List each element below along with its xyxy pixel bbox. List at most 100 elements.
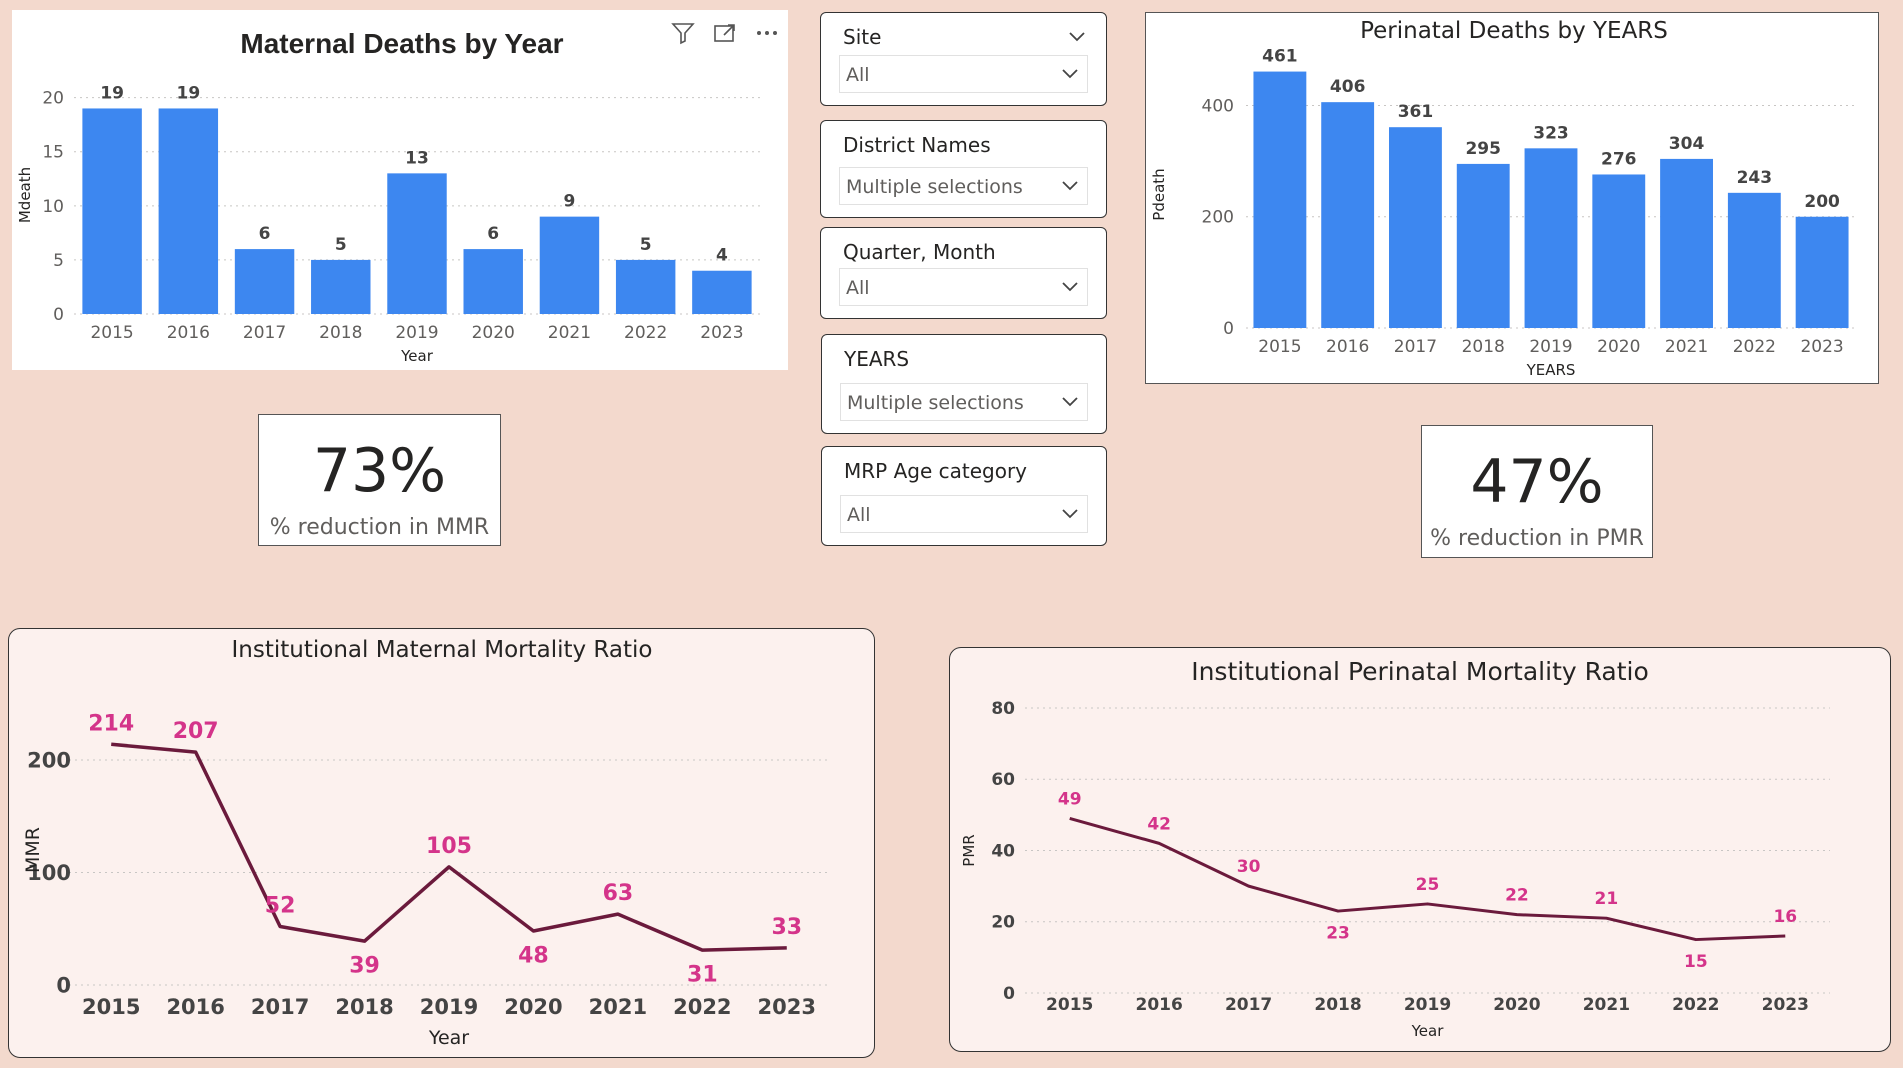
y-tick-label: 0 <box>56 973 71 997</box>
data-label: 19 <box>176 83 200 103</box>
data-label: 31 <box>687 963 718 988</box>
slicer-site-value: All <box>846 64 870 86</box>
slicer-years-value: Multiple selections <box>847 392 1024 414</box>
chart-title: Institutional Perinatal Mortality Ratio <box>1191 657 1649 686</box>
y-tick-label: 5 <box>53 251 64 271</box>
x-tick-label: 2015 <box>90 323 133 343</box>
bar <box>234 249 295 314</box>
slicer-quarter-month-value: All <box>846 277 870 299</box>
bar <box>1592 174 1646 328</box>
x-tick-label: 2019 <box>1404 995 1451 1015</box>
slicer-years-title: YEARS <box>844 347 910 371</box>
x-tick-label: 2017 <box>243 323 286 343</box>
y-axis-title: Mdeath <box>16 167 34 223</box>
maternal-deaths-chart-card: Maternal Deaths by Year 0 5 10 15 20 Year Mdeat… <box>12 10 788 370</box>
data-label: 48 <box>518 944 549 969</box>
data-label: 19 <box>100 83 124 103</box>
data-label: 42 <box>1147 814 1171 834</box>
perinatal-deaths-chart-card: Perinatal Deaths by YEARS 0 200 400 YEARS Pde… <box>1145 12 1879 384</box>
slicer-years-dropdown[interactable]: Multiple selections <box>840 383 1088 421</box>
slicer-district-names-title: District Names <box>843 133 991 157</box>
slicer-quarter-month-title: Quarter, Month <box>843 240 996 264</box>
data-label: 105 <box>426 834 472 859</box>
bar <box>1727 192 1781 328</box>
pmr-reduction-value: 47% <box>1470 447 1604 517</box>
x-tick-label: 2018 <box>335 995 393 1019</box>
data-label: 361 <box>1398 102 1434 122</box>
x-tick-label: 2017 <box>251 995 309 1019</box>
bar <box>82 108 142 314</box>
x-tick-label: 2023 <box>1800 337 1843 357</box>
x-tick-label: 2015 <box>1258 337 1301 357</box>
x-tick-label: 2020 <box>472 323 515 343</box>
x-tick-label: 2017 <box>1394 337 1437 357</box>
x-tick-label: 2018 <box>1314 995 1361 1015</box>
data-label: 4 <box>716 246 728 266</box>
y-axis-title: MMR <box>22 827 44 873</box>
focus-mode-icon[interactable] <box>712 20 738 46</box>
data-label: 15 <box>1684 952 1708 972</box>
chevron-down-icon[interactable] <box>1068 31 1086 43</box>
x-tick-label: 2021 <box>1583 995 1630 1015</box>
x-tick-label: 2020 <box>1493 995 1540 1015</box>
data-label: 6 <box>259 224 271 244</box>
pmr-reduction-card: 47% % reduction in PMR <box>1421 425 1653 558</box>
bar <box>311 259 371 314</box>
slicer-quarter-month[interactable]: Quarter, Month All <box>820 227 1107 319</box>
filter-icon[interactable] <box>670 20 696 46</box>
data-label: 25 <box>1416 875 1440 895</box>
slicer-mrp-age-category[interactable]: MRP Age category All <box>821 446 1107 546</box>
maternal-deaths-chart: Maternal Deaths by Year 0 5 10 15 20 Year Mdeat… <box>16 28 760 365</box>
slicer-site[interactable]: Site All <box>820 12 1107 106</box>
x-axis-title: Year <box>428 1027 469 1049</box>
slicer-quarter-month-dropdown[interactable]: All <box>839 268 1088 306</box>
y-axis-title: PMR <box>960 834 978 866</box>
y-tick-label: 10 <box>42 197 64 217</box>
slicer-district-names-dropdown[interactable]: Multiple selections <box>839 167 1088 205</box>
x-tick-label: 2020 <box>504 995 562 1019</box>
x-tick-label: 2016 <box>167 323 210 343</box>
slicer-years[interactable]: YEARS Multiple selections <box>821 334 1107 434</box>
data-label: 6 <box>487 224 499 244</box>
data-label: 207 <box>173 719 219 744</box>
x-axis-title: Year <box>400 347 434 365</box>
slicer-site-dropdown[interactable]: All <box>839 55 1088 93</box>
x-tick-label: 2016 <box>166 995 224 1019</box>
chevron-down-icon[interactable] <box>1061 281 1079 293</box>
data-label: 23 <box>1326 924 1350 944</box>
x-tick-label: 2023 <box>758 995 816 1019</box>
data-label: 323 <box>1533 123 1569 143</box>
chevron-down-icon[interactable] <box>1061 180 1079 192</box>
chevron-down-icon[interactable] <box>1061 508 1079 520</box>
bar <box>692 270 752 314</box>
data-label: 5 <box>335 235 347 255</box>
chevron-down-icon[interactable] <box>1061 396 1079 408</box>
data-label: 16 <box>1773 907 1797 927</box>
x-tick-label: 2018 <box>1462 337 1505 357</box>
chevron-down-icon[interactable] <box>1061 68 1079 80</box>
visual-header-icons <box>670 20 780 46</box>
data-label: 304 <box>1669 134 1705 154</box>
slicer-mrp-age-category-title: MRP Age category <box>844 459 1027 483</box>
bar <box>615 259 676 314</box>
bar <box>1456 163 1510 328</box>
more-options-icon[interactable] <box>754 20 780 46</box>
bar <box>1253 71 1307 328</box>
slicer-district-names-value: Multiple selections <box>846 176 1023 198</box>
institutional-mmr-chart-card: Institutional Maternal Mortality Ratio 0 1… <box>8 628 875 1058</box>
slicer-mrp-age-category-dropdown[interactable]: All <box>840 495 1088 533</box>
bar <box>1524 148 1578 328</box>
x-tick-label: 2016 <box>1136 995 1183 1015</box>
y-axis-title: Pdeath <box>1150 168 1168 220</box>
x-tick-label: 2019 <box>420 995 478 1019</box>
y-tick-label: 200 <box>27 748 71 772</box>
data-label: 21 <box>1595 889 1619 909</box>
bar <box>1321 102 1375 328</box>
data-label: 295 <box>1465 139 1501 159</box>
mmr-reduction-value: 73% <box>312 436 447 506</box>
slicer-district-names[interactable]: District Names Multiple selections <box>820 120 1107 218</box>
pmr-reduction-label: % reduction in PMR <box>1430 526 1644 551</box>
y-tick-label: 400 <box>1202 96 1234 116</box>
data-label: 5 <box>640 235 652 255</box>
x-tick-label: 2023 <box>1762 995 1809 1015</box>
